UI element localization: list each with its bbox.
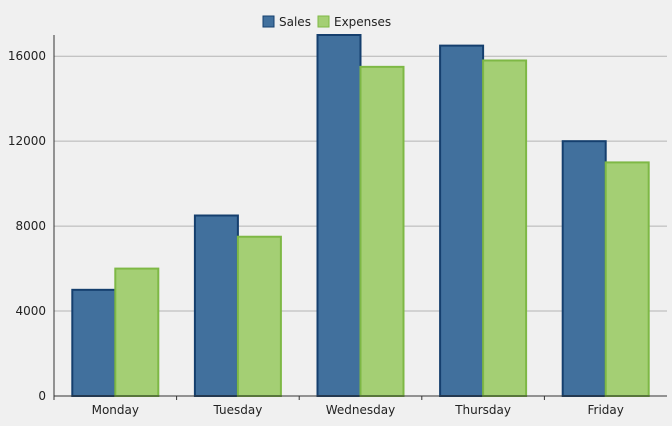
y-tick-label: 4000	[15, 304, 46, 318]
y-tick-label: 16000	[8, 49, 46, 63]
bar-sales-monday	[71, 288, 117, 397]
x-tick-label: Wednesday	[326, 403, 395, 417]
bar-sales-friday	[561, 140, 607, 397]
legend-swatch-sales	[262, 15, 275, 28]
x-tick-label: Monday	[92, 403, 139, 417]
bar-sales-tuesday	[193, 214, 239, 397]
x-tick-label: Friday	[588, 403, 624, 417]
y-tick-label: 8000	[15, 219, 46, 233]
legend-swatch-expenses	[317, 15, 330, 28]
x-tick-label: Tuesday	[212, 403, 262, 417]
bar-expenses-friday	[604, 161, 650, 397]
bars	[71, 34, 650, 398]
axes: 0 4000 8000 12000 16000 Monday Tuesday Wednesda…	[8, 35, 667, 417]
y-tick-label: 0	[38, 389, 46, 403]
bar-expenses-wednesday	[359, 65, 405, 398]
legend-label-expenses: Expenses	[334, 15, 391, 29]
bar-sales-wednesday	[316, 34, 362, 397]
y-tick-label: 12000	[8, 134, 46, 148]
legend: Sales Expenses	[262, 15, 391, 29]
bar-sales-thursday	[439, 44, 485, 397]
bar-expenses-thursday	[482, 59, 528, 397]
bar-expenses-monday	[114, 267, 160, 397]
bar-expenses-tuesday	[236, 235, 282, 397]
legend-label-sales: Sales	[279, 15, 311, 29]
x-tick-label: Thursday	[454, 403, 511, 417]
